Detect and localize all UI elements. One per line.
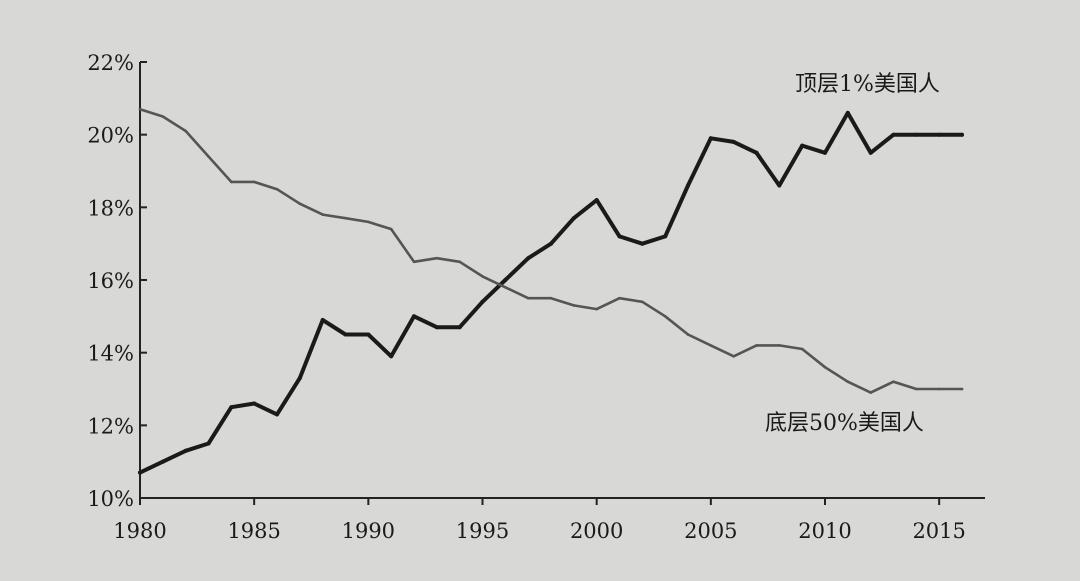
bottom-50pct-label: 底层50%美国人 (765, 411, 924, 436)
y-tick-label: 18% (87, 196, 134, 220)
data-point (914, 132, 919, 137)
y-tick-label: 10% (87, 487, 134, 511)
data-point (275, 412, 279, 417)
x-tick-label: 1995 (456, 519, 509, 543)
y-tick-label: 12% (87, 414, 134, 438)
data-point (366, 332, 371, 337)
data-point (686, 333, 690, 336)
data-point (503, 278, 508, 282)
data-point (343, 332, 348, 337)
x-tick-label: 1980 (113, 519, 166, 543)
data-point (617, 234, 622, 239)
data-point (526, 256, 531, 261)
y-tick-labels: 10% 12% 14% 16% 18% 20% 22% (87, 51, 134, 511)
data-point (183, 448, 188, 453)
x-tick-label: 2010 (798, 519, 851, 543)
data-point (161, 115, 165, 118)
data-point (435, 256, 439, 260)
data-point (252, 401, 257, 406)
data-point (823, 365, 827, 369)
data-point (549, 296, 553, 300)
data-point (207, 155, 210, 158)
data-point (663, 315, 667, 318)
data-point (686, 183, 690, 188)
data-point (846, 380, 850, 384)
x-tick-label: 1990 (342, 519, 395, 543)
data-point (412, 260, 416, 264)
data-point (960, 132, 964, 137)
data-point (138, 107, 142, 111)
data-point (320, 318, 325, 322)
data-point (892, 380, 895, 384)
data-point (434, 325, 439, 330)
data-point (412, 314, 416, 319)
data-point (572, 304, 576, 307)
data-point (915, 387, 918, 391)
data-point (458, 260, 462, 264)
data-point (275, 187, 279, 191)
top-1pct-label: 顶层1%美国人 (795, 72, 940, 97)
axes (139, 61, 985, 505)
bottom-50pct-line (138, 107, 964, 394)
data-point (640, 241, 645, 246)
series-lines (138, 107, 964, 475)
data-point (709, 344, 713, 347)
data-point (618, 296, 621, 300)
data-point (960, 387, 964, 391)
data-point (184, 129, 187, 133)
data-point (732, 355, 735, 358)
data-point (641, 300, 644, 304)
data-point (160, 459, 165, 464)
y-tick-label: 20% (87, 124, 134, 148)
data-point (252, 180, 256, 184)
data-point (229, 405, 234, 410)
data-point (800, 143, 805, 148)
data-point (891, 132, 896, 137)
x-tick-labels: 1980 1985 1990 1995 2000 2005 2010 2015 (113, 519, 966, 543)
data-point (845, 110, 850, 115)
data-point (755, 344, 758, 347)
data-point (937, 132, 942, 137)
data-point (389, 227, 393, 231)
data-point (504, 286, 507, 289)
data-point (367, 220, 370, 224)
data-point (731, 139, 736, 144)
data-point (778, 344, 781, 347)
x-tick-label: 2015 (912, 519, 965, 543)
data-point (869, 391, 872, 394)
data-point (480, 299, 485, 304)
data-point (777, 183, 782, 188)
data-point (549, 241, 553, 246)
data-point (663, 234, 668, 239)
y-tick-label: 14% (87, 342, 134, 366)
data-point (594, 198, 599, 203)
y-tick-label: 16% (87, 269, 134, 293)
data-point (800, 347, 804, 351)
x-tick-label: 2000 (570, 519, 623, 543)
data-point (595, 307, 598, 311)
data-point (571, 216, 576, 221)
data-point (321, 213, 325, 216)
data-point (754, 150, 759, 155)
data-point (457, 325, 462, 330)
data-point (206, 441, 211, 446)
data-point (481, 275, 484, 278)
data-point (937, 387, 941, 391)
y-tick-label: 22% (87, 51, 134, 75)
data-point (526, 296, 530, 300)
data-point (297, 376, 302, 381)
data-point (298, 202, 302, 205)
data-point (708, 136, 713, 141)
x-tick-label: 2005 (684, 519, 737, 543)
data-point (823, 150, 827, 155)
data-point (230, 180, 233, 184)
data-point (138, 470, 142, 475)
data-point (344, 216, 347, 220)
data-point (389, 354, 394, 359)
data-point (868, 150, 873, 155)
x-tick-label: 1985 (227, 519, 280, 543)
